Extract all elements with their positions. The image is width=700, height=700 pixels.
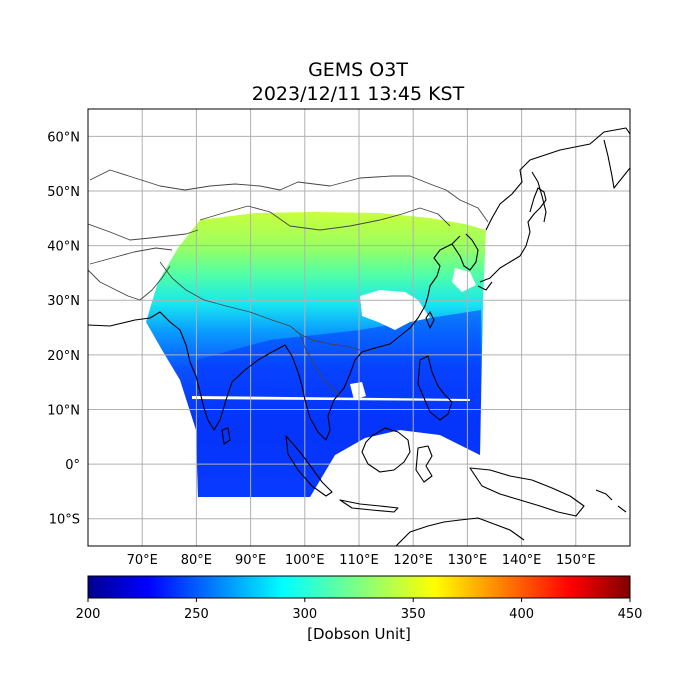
- coastline-south-asia: [88, 235, 461, 441]
- coastline-japan: [479, 187, 547, 283]
- country-borders: [88, 169, 489, 397]
- lat-tick-label: 60°N: [47, 130, 80, 145]
- lon-tick-label: 80°E: [181, 553, 212, 568]
- lon-tick-label: 150°E: [556, 553, 596, 568]
- coastline-taiwan: [425, 311, 435, 329]
- colorbar-tick-label: 300: [292, 607, 317, 622]
- coastline-sulawesi: [415, 445, 433, 483]
- coastline-russia-east: [485, 127, 630, 231]
- coastline-australia: [395, 517, 525, 546]
- lat-tick-label: 40°N: [47, 240, 80, 255]
- lon-tick-label: 100°E: [285, 553, 325, 568]
- border-india-china: [159, 261, 291, 327]
- no-data-patch: [350, 382, 366, 400]
- border-china-mongolia-russia: [89, 169, 489, 223]
- map-title: GEMS O3T: [308, 59, 408, 81]
- lat-tick-label: 50°N: [47, 185, 80, 200]
- colorbar-ticks: 200 250 300 350 400 450: [76, 598, 643, 622]
- border-afghanistan-iran: [88, 269, 141, 301]
- lon-tick-label: 120°E: [393, 553, 433, 568]
- coastline-sri-lanka: [221, 427, 231, 445]
- border-central-asia: [88, 223, 199, 241]
- lon-tick-label: 140°E: [502, 553, 542, 568]
- coastline-borneo: [361, 427, 411, 473]
- no-data-patch: [192, 396, 470, 401]
- lat-tick-label: 10°S: [49, 513, 80, 528]
- coastline-kamchatka: [603, 139, 630, 189]
- lon-tick-label: 110°E: [339, 553, 379, 568]
- coastline-sumatra: [285, 435, 333, 497]
- border-indochina: [299, 333, 341, 397]
- lat-tick-label: 10°N: [47, 403, 80, 418]
- colorbar-tick-label: 400: [509, 607, 534, 622]
- lon-tick-label: 130°E: [448, 553, 488, 568]
- border-kazakhstan-south: [89, 247, 173, 265]
- map-subtitle-datetime: 2023/12/11 13:45 KST: [251, 83, 465, 105]
- colorbar-tick-label: 250: [184, 607, 209, 622]
- coastline-korea: [451, 233, 479, 271]
- border-india-pakistan: [139, 265, 171, 301]
- lon-tick-label: 70°E: [127, 553, 158, 568]
- map-area: [88, 109, 630, 546]
- colorbar-tick-label: 450: [618, 607, 643, 622]
- coastline-new-guinea: [469, 467, 585, 517]
- lat-tick-label: 30°N: [47, 294, 80, 309]
- colorbar-tick-label: 350: [401, 607, 426, 622]
- coastline-java: [339, 499, 399, 513]
- colorbar: [87, 575, 631, 599]
- map-frame: [87, 108, 631, 547]
- no-data-patch: [452, 268, 476, 292]
- longitude-labels: 70°E 80°E 90°E 100°E 110°E 120°E 130°E 140°E 150…: [127, 553, 596, 568]
- coastline-sakhalin: [531, 171, 547, 223]
- colorbar-label: [Dobson Unit]: [307, 625, 411, 643]
- lon-tick-label: 90°E: [235, 553, 266, 568]
- border-china-sea: [289, 325, 361, 351]
- coastline-philippines: [417, 355, 453, 421]
- lat-tick-label: 20°N: [47, 349, 80, 364]
- gridlines: [88, 109, 630, 546]
- coastline-pacific-islands: [595, 489, 627, 513]
- border-mongolia-china: [199, 205, 451, 231]
- lat-tick-label: 0°: [65, 458, 80, 473]
- coastlines: [88, 127, 630, 546]
- latitude-labels: 60°N 50°N 40°N 30°N 20°N 10°N 0° 10°S: [47, 130, 80, 527]
- coastline-japan-south: [477, 281, 493, 291]
- ozone-low-region: [196, 310, 481, 497]
- colorbar-tick-label: 200: [76, 607, 101, 622]
